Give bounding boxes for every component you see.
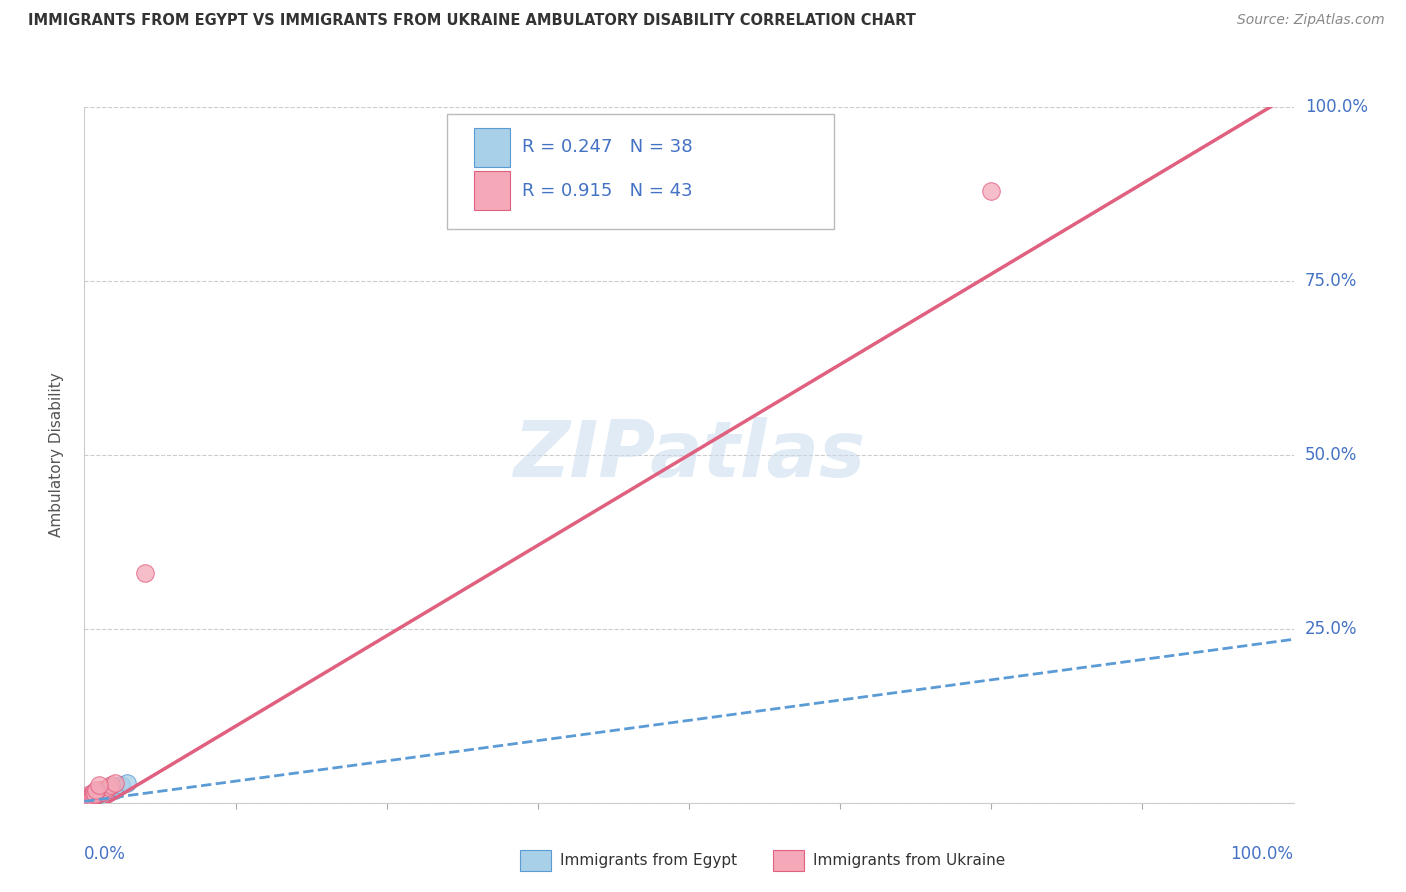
Point xyxy=(77,790,100,805)
Point xyxy=(77,793,100,807)
Point xyxy=(93,781,115,796)
Point xyxy=(86,787,108,801)
Text: Immigrants from Egypt: Immigrants from Egypt xyxy=(560,854,737,868)
Point xyxy=(86,787,108,801)
Point xyxy=(83,789,105,804)
Point xyxy=(115,776,138,790)
Point xyxy=(87,778,110,792)
Point xyxy=(75,792,97,806)
Point xyxy=(77,790,100,805)
Point xyxy=(110,778,132,792)
Point xyxy=(86,788,108,802)
Point xyxy=(75,794,97,808)
Point xyxy=(100,781,122,796)
Text: R = 0.247   N = 38: R = 0.247 N = 38 xyxy=(522,138,693,156)
Point xyxy=(83,788,105,802)
Text: R = 0.915   N = 43: R = 0.915 N = 43 xyxy=(522,182,693,200)
Point xyxy=(79,790,101,805)
Point xyxy=(82,789,104,803)
Point xyxy=(76,791,98,805)
Text: Immigrants from Ukraine: Immigrants from Ukraine xyxy=(813,854,1005,868)
Point xyxy=(79,791,101,805)
Text: 25.0%: 25.0% xyxy=(1305,620,1357,638)
Point xyxy=(84,788,107,802)
Point xyxy=(87,786,110,800)
Point xyxy=(83,788,105,802)
Point xyxy=(77,791,100,805)
Point xyxy=(77,792,100,806)
Text: 0.0%: 0.0% xyxy=(84,845,127,863)
Point xyxy=(80,788,103,802)
Point xyxy=(82,787,104,801)
Point xyxy=(94,783,117,797)
Point xyxy=(76,792,98,806)
Point xyxy=(86,785,108,799)
Point xyxy=(97,785,120,799)
Point xyxy=(77,791,100,805)
Point xyxy=(83,787,105,801)
Point xyxy=(104,776,127,790)
Point xyxy=(84,789,107,803)
Point xyxy=(82,788,104,802)
Point xyxy=(84,788,107,802)
Point xyxy=(82,791,104,805)
Point xyxy=(79,790,101,805)
Point xyxy=(86,786,108,800)
Point xyxy=(86,785,108,799)
Point xyxy=(94,783,117,797)
Text: IMMIGRANTS FROM EGYPT VS IMMIGRANTS FROM UKRAINE AMBULATORY DISABILITY CORRELATI: IMMIGRANTS FROM EGYPT VS IMMIGRANTS FROM… xyxy=(28,13,915,29)
Text: Source: ZipAtlas.com: Source: ZipAtlas.com xyxy=(1237,13,1385,28)
Text: 50.0%: 50.0% xyxy=(1305,446,1357,464)
Point xyxy=(77,789,100,804)
Point xyxy=(83,785,105,799)
Point xyxy=(79,790,101,805)
Point xyxy=(80,788,103,802)
Point xyxy=(79,789,101,803)
Point xyxy=(75,794,97,808)
Text: ZIPatlas: ZIPatlas xyxy=(513,417,865,493)
Point xyxy=(83,789,105,803)
Point xyxy=(77,793,100,807)
Point xyxy=(134,566,156,581)
Point xyxy=(76,791,98,805)
Point xyxy=(76,791,98,805)
Point xyxy=(89,786,111,800)
Text: 75.0%: 75.0% xyxy=(1305,272,1357,290)
Point xyxy=(82,789,104,804)
Point xyxy=(86,783,108,797)
Point xyxy=(76,793,98,807)
Point xyxy=(84,788,107,802)
Point xyxy=(104,780,127,795)
Text: 100.0%: 100.0% xyxy=(1230,845,1294,863)
Point xyxy=(75,794,97,808)
Point xyxy=(980,184,1002,198)
Point xyxy=(87,788,110,802)
Point xyxy=(80,789,103,803)
Y-axis label: Ambulatory Disability: Ambulatory Disability xyxy=(49,373,63,537)
Point xyxy=(77,791,100,805)
Point xyxy=(79,789,101,803)
FancyBboxPatch shape xyxy=(474,128,510,167)
Point xyxy=(80,791,103,805)
Point xyxy=(75,794,97,808)
Point xyxy=(82,788,104,802)
Point xyxy=(91,785,114,799)
Point xyxy=(79,788,101,802)
FancyBboxPatch shape xyxy=(447,114,834,229)
Text: 100.0%: 100.0% xyxy=(1305,98,1368,116)
Point xyxy=(100,778,122,792)
Point xyxy=(104,783,127,797)
FancyBboxPatch shape xyxy=(474,171,510,210)
Point xyxy=(91,785,114,799)
Point xyxy=(89,785,111,799)
Point xyxy=(77,792,100,806)
Point xyxy=(77,791,100,805)
Point xyxy=(77,789,100,804)
Point xyxy=(76,793,98,807)
Point xyxy=(80,790,103,805)
Point xyxy=(97,780,120,795)
Point xyxy=(86,788,108,802)
Point xyxy=(90,783,112,797)
